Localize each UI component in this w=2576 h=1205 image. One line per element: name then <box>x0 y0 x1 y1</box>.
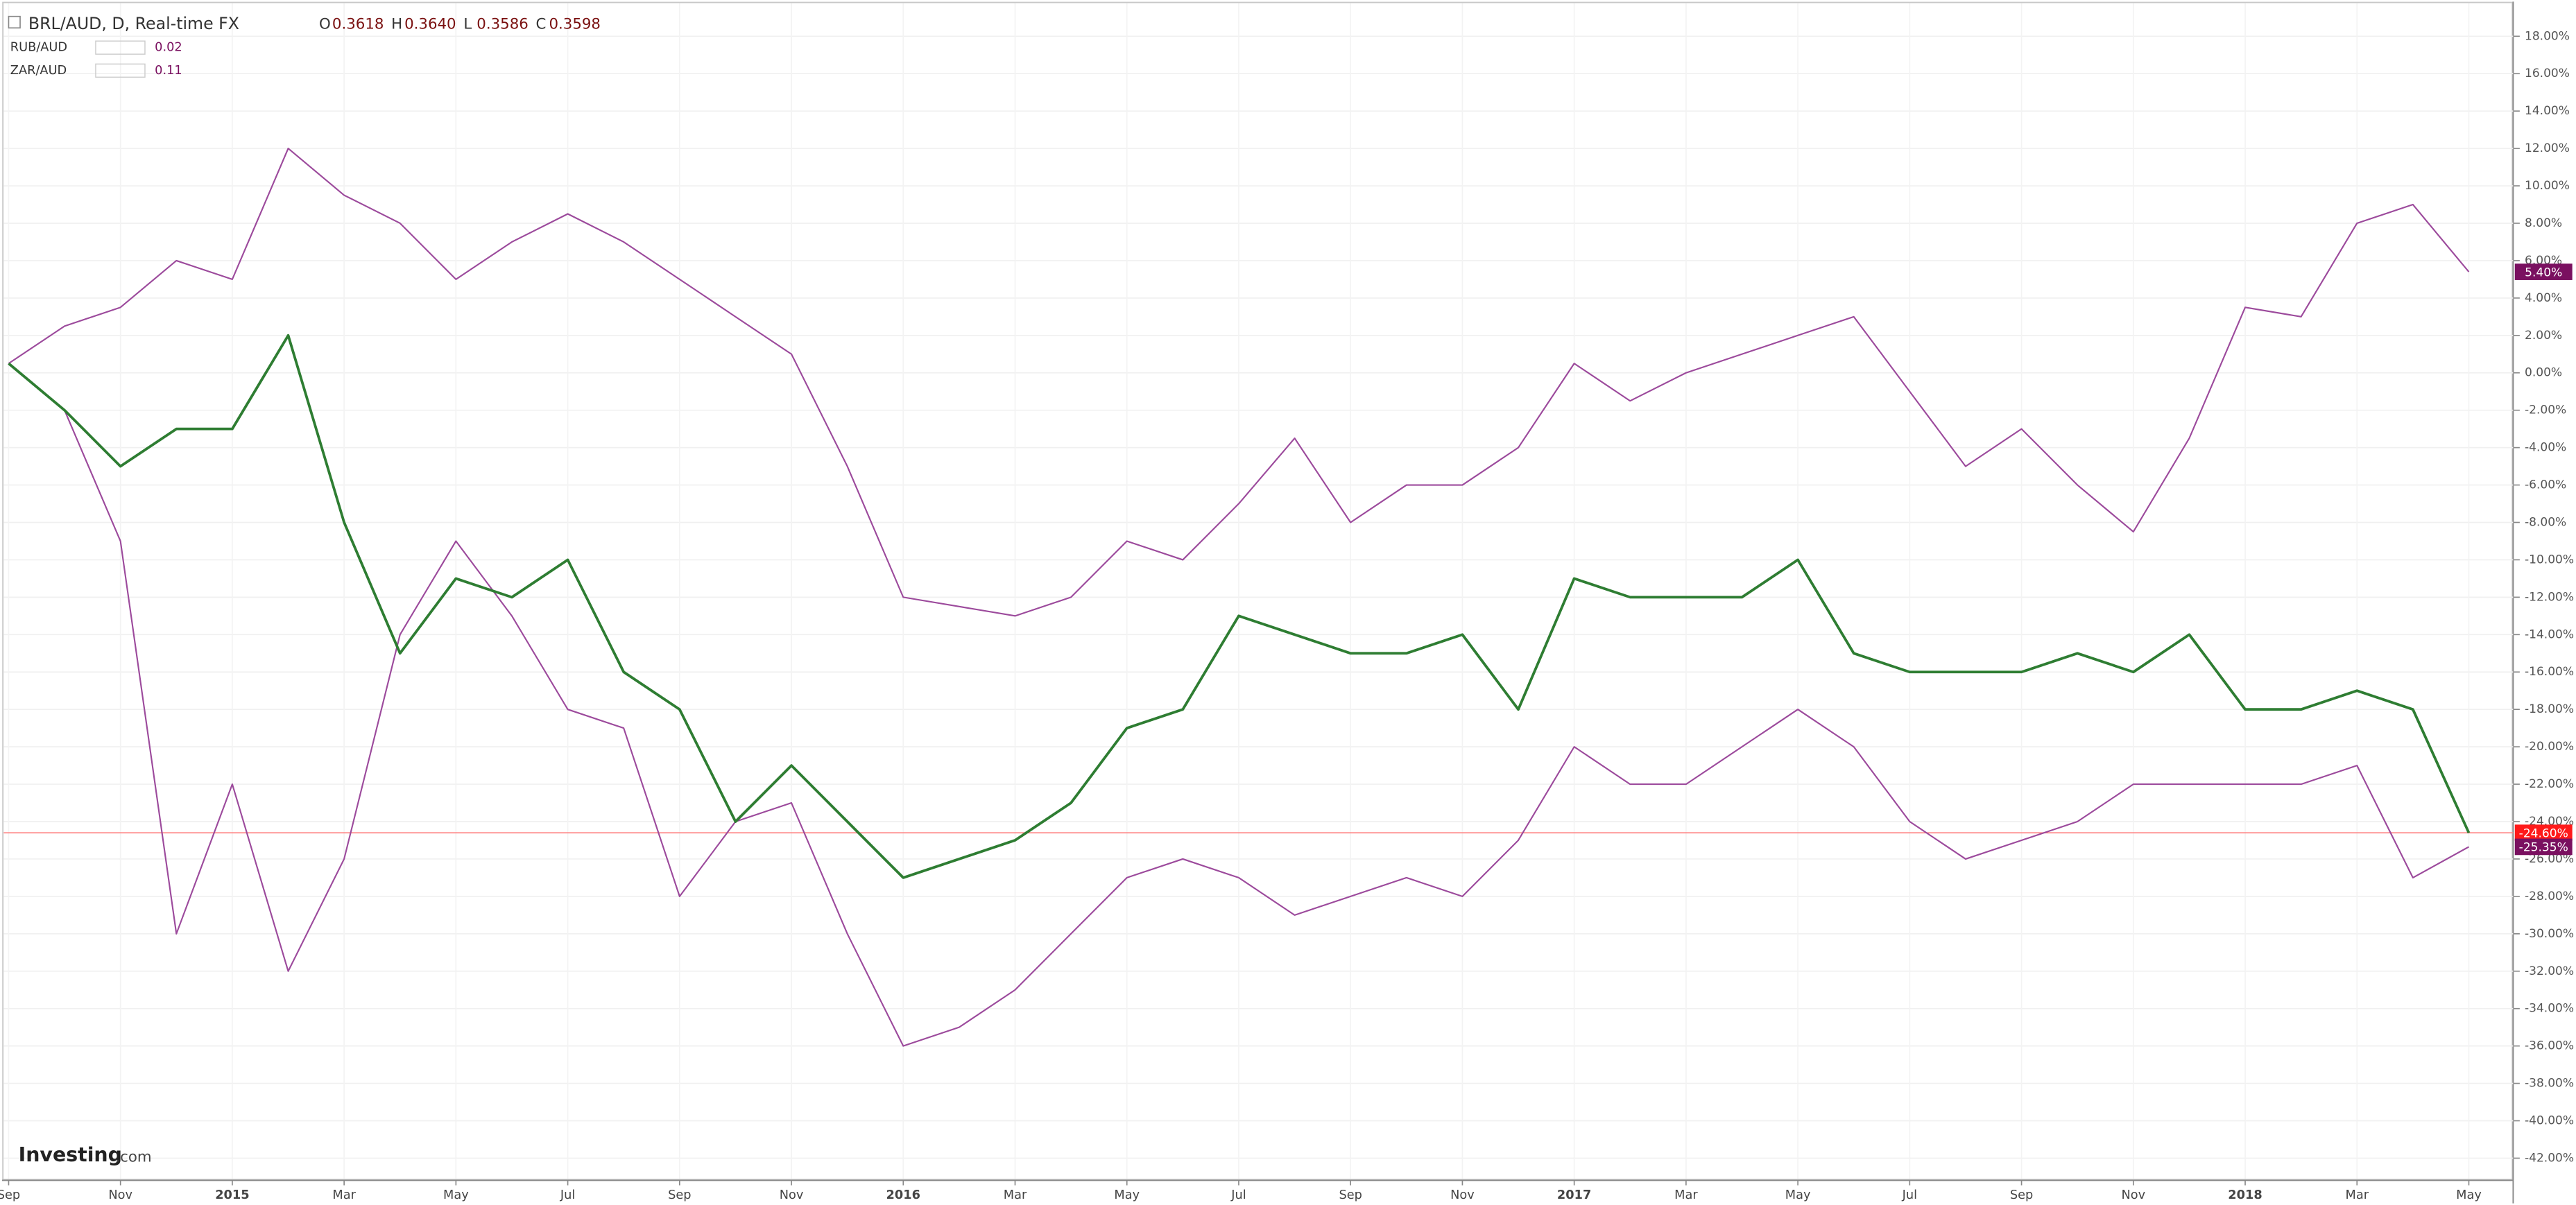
ohlc-value: 0.3618 <box>332 16 384 33</box>
x-tick-label: 2018 <box>2228 1188 2262 1202</box>
y-tick-label: -38.00% <box>2525 1077 2574 1091</box>
legend-value: 0.11 <box>155 64 182 78</box>
x-tick-label: 2016 <box>886 1188 920 1202</box>
x-tick-label: 2015 <box>215 1188 249 1202</box>
value-label-box <box>2514 838 2573 856</box>
series-line <box>8 148 2470 617</box>
legend-name: RUB/AUD <box>10 41 67 55</box>
value-label-box <box>2514 824 2573 842</box>
ohlc-value: 0.3640 <box>404 16 456 33</box>
y-tick-label: -8.00% <box>2525 515 2566 529</box>
x-tick-label: Sep <box>2010 1188 2033 1202</box>
y-tick-label: -22.00% <box>2525 777 2574 791</box>
y-tick-label: -10.00% <box>2525 553 2574 566</box>
series-lines <box>3 148 2514 1047</box>
y-tick-label: 18.00% <box>2525 29 2570 43</box>
y-tick-label: 12.00% <box>2525 141 2570 155</box>
legend-icons <box>95 40 146 55</box>
y-tick-label: -20.00% <box>2525 740 2574 754</box>
x-tick-label: Nov <box>1450 1188 1475 1202</box>
x-tick-label: Mar <box>1674 1188 1698 1202</box>
ohlc-label: C <box>536 16 547 33</box>
logo-name: Investing <box>19 1143 122 1166</box>
y-tick-label: 0.00% <box>2525 366 2562 380</box>
ohlc-value: 0.3598 <box>549 16 601 33</box>
y-tick-label: 10.00% <box>2525 179 2570 193</box>
legend-name: ZAR/AUD <box>10 64 67 78</box>
x-tick-label: May <box>1114 1188 1140 1202</box>
legend-value: 0.02 <box>155 41 182 55</box>
x-tick-label: Mar <box>2346 1188 2369 1202</box>
y-tick-label: -42.00% <box>2525 1151 2574 1165</box>
y-tick-label: -12.00% <box>2525 590 2574 604</box>
y-tick-label: -32.00% <box>2525 964 2574 978</box>
y-tick-label: -34.00% <box>2525 1002 2574 1016</box>
x-tick-label: May <box>443 1188 469 1202</box>
x-tick-label: Sep <box>0 1188 20 1202</box>
x-tick-label: Jul <box>1902 1188 1917 1202</box>
x-tick-label: Jul <box>1230 1188 1246 1202</box>
x-tick-label: Sep <box>668 1188 691 1202</box>
x-tick-label: May <box>1785 1188 1811 1202</box>
ohlc-label: O <box>319 16 331 33</box>
y-tick-label: -18.00% <box>2525 702 2574 716</box>
logo-suffix: .com <box>115 1148 151 1165</box>
ohlc-label: H <box>391 16 402 33</box>
y-tick-label: -2.00% <box>2525 404 2566 417</box>
y-tick-label: 14.00% <box>2525 104 2570 118</box>
series-line <box>8 363 2469 1047</box>
value-label: 5.40% <box>2525 266 2562 279</box>
legend: BRL/AUD, D, Real-time FX O 0.3618 H 0.3640 L… <box>8 14 601 78</box>
y-tick-label: -14.00% <box>2525 627 2574 641</box>
y-tick-label: -36.00% <box>2525 1039 2574 1053</box>
y-tick-label: 4.00% <box>2525 291 2562 305</box>
x-tick-label: Nov <box>780 1188 804 1202</box>
legend-icons <box>95 63 146 78</box>
x-tick-label: May <box>2456 1188 2482 1202</box>
value-label: -24.60% <box>2519 826 2568 840</box>
y-tick-label: -26.00% <box>2525 852 2574 866</box>
logo: Investing .com <box>19 1143 152 1166</box>
ohlc-value: 0.3586 <box>476 16 529 33</box>
x-tick-label: Mar <box>1004 1188 1027 1202</box>
y-tick-label: 16.00% <box>2525 67 2570 80</box>
value-label: -25.35% <box>2519 841 2568 855</box>
y-tick-label: -40.00% <box>2525 1114 2574 1128</box>
series-line <box>8 333 2471 879</box>
y-tick-label: -28.00% <box>2525 890 2574 903</box>
y-tick-label: -4.00% <box>2525 441 2566 455</box>
grid: -42.00% -40.00% -38.00% -36.00% -34.00% -32.0… <box>0 3 2574 1202</box>
x-tick-label: Nov <box>2121 1188 2145 1202</box>
plot-frame <box>2 1 2514 1181</box>
x-tick-label: Mar <box>332 1188 356 1202</box>
y-tick-label: 2.00% <box>2525 329 2562 343</box>
y-tick-label: -6.00% <box>2525 478 2566 492</box>
y-tick-label: 8.00% <box>2525 216 2562 230</box>
chart-title: BRL/AUD, D, Real-time FX <box>28 14 239 33</box>
y-tick-label: -30.00% <box>2525 927 2574 941</box>
collapse-icon[interactable] <box>8 15 21 29</box>
x-tick-label: Jul <box>560 1188 575 1202</box>
value-label-box <box>2514 263 2573 280</box>
ohlc-label: L <box>463 16 472 33</box>
y-tick-label: -16.00% <box>2525 665 2574 679</box>
x-tick-label: Nov <box>108 1188 132 1202</box>
x-tick-label: Sep <box>1339 1188 1362 1202</box>
x-tick-label: 2017 <box>1557 1188 1591 1202</box>
